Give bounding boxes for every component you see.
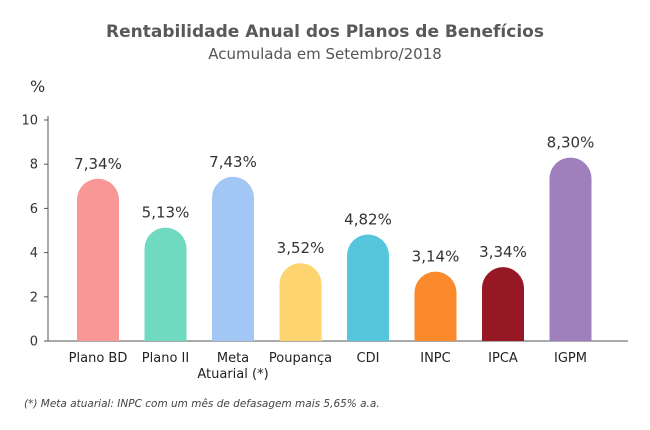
bar: [414, 271, 457, 341]
category-label: Plano BD: [69, 351, 128, 366]
value-labels-group: 7,34% 5,13% 7,43% 3,52% 4,82% 3,14% 3,34% 8,30%: [74, 134, 594, 266]
footnote: (*) Meta atuarial: INPC com um mês de de…: [24, 398, 380, 410]
category-label: Poupança: [269, 351, 332, 366]
category-label: INPC: [420, 351, 450, 366]
category-label: Plano II: [142, 351, 189, 366]
y-tick-label: 10: [21, 114, 38, 129]
category-label: IGPM: [554, 351, 587, 366]
category-label: Atuarial (*): [197, 367, 268, 382]
bar: [279, 263, 322, 341]
value-label: 3,14%: [412, 248, 460, 266]
category-label: IPCA: [488, 351, 518, 366]
y-axis-unit-label: %: [30, 77, 45, 96]
y-tick-label: 4: [30, 246, 38, 261]
value-label: 4,82%: [344, 210, 392, 228]
y-axis-ticks: 0 2 4 6 8 10: [21, 114, 48, 350]
category-label: Meta: [217, 351, 249, 366]
value-label: 3,34%: [479, 243, 527, 261]
value-label: 7,43%: [209, 153, 257, 171]
value-label: 7,34%: [74, 155, 122, 173]
chart-title: Rentabilidade Anual dos Planos de Benefí…: [106, 22, 544, 42]
bar: [144, 227, 187, 341]
value-label: 3,52%: [277, 239, 325, 257]
bar: [482, 267, 524, 341]
bar: [77, 178, 119, 341]
y-tick-label: 0: [30, 335, 38, 350]
y-tick-label: 8: [30, 158, 38, 173]
bar: [347, 234, 389, 341]
bars-group: [77, 157, 592, 341]
y-tick-label: 2: [30, 290, 38, 305]
category-label: CDI: [357, 351, 380, 366]
chart-subtitle: Acumulada em Setembro/2018: [208, 45, 442, 63]
y-tick-label: 6: [30, 202, 38, 217]
value-label: 8,30%: [547, 134, 595, 152]
bar: [212, 176, 254, 341]
value-label: 5,13%: [142, 204, 190, 222]
bar: [549, 157, 592, 341]
